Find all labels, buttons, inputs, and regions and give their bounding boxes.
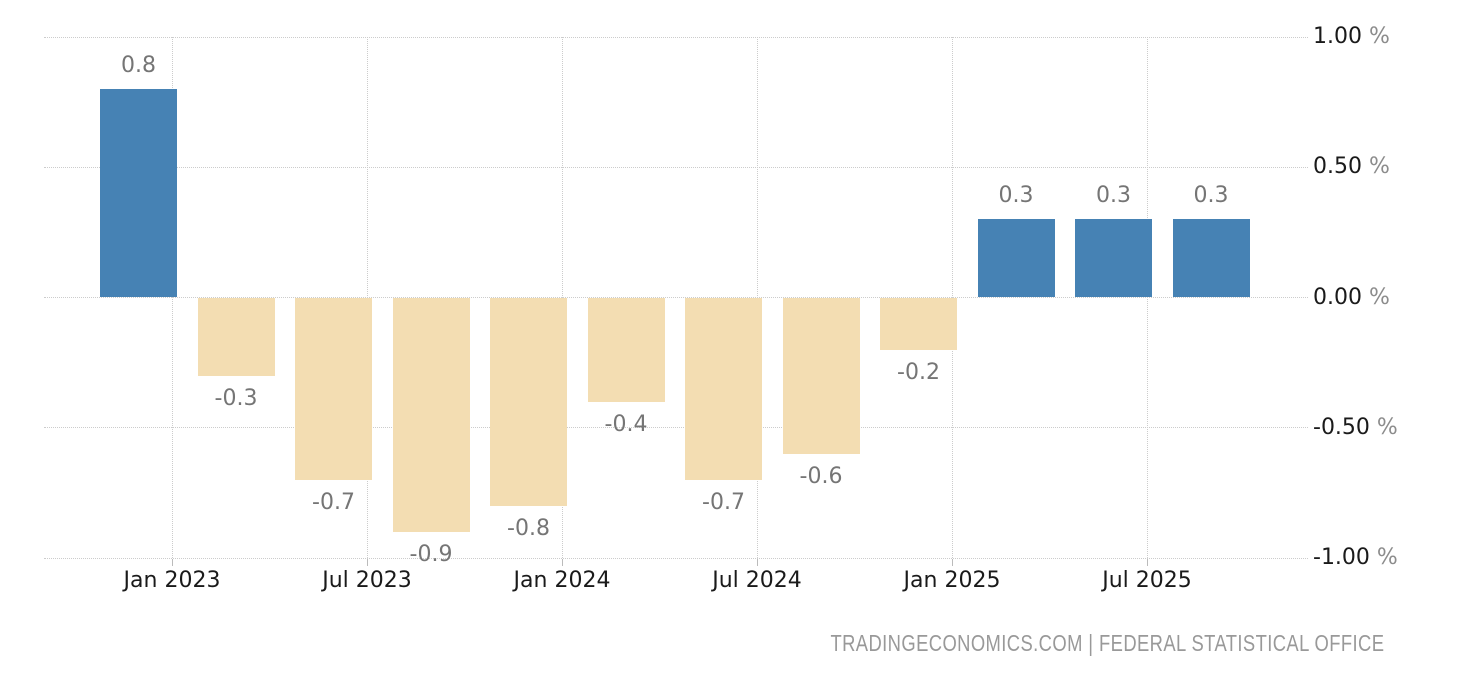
bar-value-label: 0.3 (1096, 183, 1131, 209)
x-axis-tick (952, 559, 953, 566)
x-axis-tick (757, 559, 758, 566)
y-axis-tick-value: 0.00 (1313, 284, 1362, 310)
bar-value-label: -0.7 (702, 489, 745, 515)
y-axis-tick-value: 0.50 (1313, 154, 1362, 180)
y-axis-percent-suffix: % (1369, 414, 1398, 440)
bar-value-label: 0.8 (121, 53, 156, 79)
x-axis-label: Jan 2024 (513, 568, 611, 593)
bar-negative[interactable] (685, 297, 762, 480)
bar-positive[interactable] (1075, 219, 1152, 298)
y-axis-percent-suffix: % (1361, 24, 1390, 49)
y-axis-tick-value: -0.50 (1313, 414, 1370, 440)
x-axis-label: Jan 2025 (903, 568, 1001, 593)
y-axis-label: -1.00 % (1313, 545, 1398, 571)
x-axis-tick (562, 559, 563, 566)
y-axis-percent-suffix: % (1361, 284, 1390, 310)
bar-value-label: -0.8 (507, 515, 550, 541)
bar-value-label: -0.6 (799, 463, 843, 489)
y-axis-label: 1.00 % (1313, 24, 1390, 50)
x-axis-label: Jul 2023 (322, 568, 412, 593)
y-axis-label: -0.50 % (1313, 415, 1398, 441)
bar-negative[interactable] (880, 297, 957, 350)
bar-negative[interactable] (587, 297, 665, 402)
bar-value-label: -0.2 (897, 359, 940, 385)
bar-value-label: -0.3 (214, 385, 258, 411)
bar-negative[interactable] (295, 297, 372, 480)
bar-negative[interactable] (782, 297, 860, 454)
bar-value-label: 0.3 (998, 183, 1034, 209)
y-axis-tick-value: 1.00 (1313, 24, 1362, 49)
y-axis-label: 0.00 % (1313, 285, 1390, 311)
gridline-horizontal (44, 297, 1308, 298)
y-axis-tick-value: -1.00 (1313, 545, 1370, 570)
gridline-vertical (171, 37, 173, 558)
bar-negative[interactable] (197, 297, 275, 376)
gridline-horizontal (44, 166, 1308, 168)
bar-positive[interactable] (1172, 219, 1250, 298)
x-axis-label: Jul 2024 (712, 568, 802, 593)
gridline-horizontal (44, 427, 1308, 429)
gridline-vertical (1146, 37, 1148, 558)
x-axis-tick (1147, 559, 1148, 566)
x-axis-label: Jul 2025 (1102, 568, 1192, 593)
x-axis-tick (367, 559, 368, 566)
attribution-source-text[interactable]: TRADINGECONOMICS.COM | FEDERAL STATISTIC… (830, 630, 1384, 656)
y-axis-label: 0.50 % (1313, 154, 1390, 180)
bar-negative[interactable] (392, 297, 470, 532)
bar-value-label: 0.3 (1193, 183, 1229, 209)
bar-value-label: -0.7 (312, 489, 355, 515)
gridline-horizontal (44, 557, 1308, 559)
x-axis-tick (172, 559, 173, 566)
bar-positive[interactable] (977, 219, 1055, 298)
bar-positive[interactable] (100, 89, 177, 298)
x-axis-label: Jan 2023 (123, 568, 221, 593)
bar-negative[interactable] (490, 297, 567, 506)
y-axis-percent-suffix: % (1361, 154, 1390, 180)
bar-value-label: -0.9 (409, 541, 453, 567)
bar-value-label: -0.4 (604, 411, 648, 437)
y-axis-percent-suffix: % (1369, 545, 1398, 570)
gridline-horizontal (44, 36, 1308, 38)
